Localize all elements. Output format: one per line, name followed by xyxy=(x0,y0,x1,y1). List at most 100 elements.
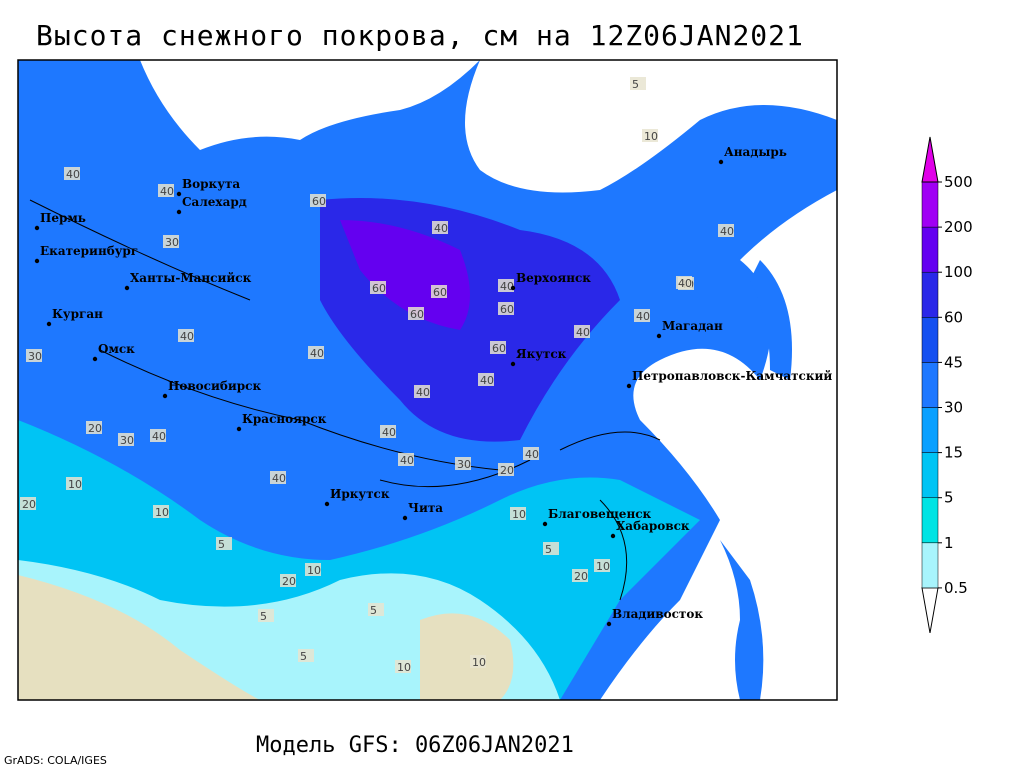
city-label: Петропавловск-Камчатский xyxy=(632,369,832,383)
contour-label-box xyxy=(308,346,324,359)
border-line xyxy=(29,199,661,601)
contour-label: 40 xyxy=(500,280,514,293)
city-dot xyxy=(236,426,242,432)
city-label: Хабаровск xyxy=(616,519,690,533)
legend-label: 30 xyxy=(944,399,963,417)
contour-label: 60 xyxy=(500,303,514,316)
contour-label: 20 xyxy=(500,464,514,477)
contour-labels: 30 40 40 30 60 40 60 60 60 40 60 40 40 40 60 40 40 40 40 40… xyxy=(20,77,734,674)
model-subtitle: Модель GFS: 06Z06JAN2021 xyxy=(256,733,574,758)
kamchatka xyxy=(750,260,792,380)
legend-swatch xyxy=(921,317,939,363)
city-label: Чита xyxy=(408,501,443,515)
contour-label: 10 xyxy=(155,506,169,519)
legend-label: 5 xyxy=(944,489,954,507)
city-dot xyxy=(656,333,662,339)
contour-label: 40 xyxy=(720,225,734,238)
contour-label-box xyxy=(432,221,448,234)
city-label: Екатеринбург xyxy=(40,244,138,258)
contour-label-box xyxy=(280,574,296,587)
city-dot xyxy=(510,361,516,367)
contour-label-box xyxy=(478,373,494,386)
city-dot xyxy=(34,258,40,264)
contour-label-box xyxy=(398,453,414,466)
contour-label-box xyxy=(258,609,274,622)
map xyxy=(17,59,838,701)
city-dot xyxy=(542,521,548,527)
bare-land xyxy=(420,613,514,700)
contour-label-box xyxy=(380,425,396,438)
contour-label: 40 xyxy=(480,374,494,387)
city-label: Ханты-Мансийск xyxy=(130,271,252,285)
contour-label-box xyxy=(718,224,734,237)
contour-label-box xyxy=(178,329,194,342)
city-label: Пермь xyxy=(40,211,86,225)
contour-label: 60 xyxy=(312,195,326,208)
contour-label-box xyxy=(523,447,539,460)
map-frame xyxy=(17,59,838,701)
contour-label-box xyxy=(368,603,384,616)
contour-label: 10 xyxy=(644,130,658,143)
city-dot xyxy=(124,285,130,291)
contour-label: 40 xyxy=(434,222,448,235)
city-dot xyxy=(610,533,616,539)
contour-label-box xyxy=(498,302,514,315)
legend-swatch xyxy=(921,362,939,408)
contour-label: 60 xyxy=(372,282,386,295)
contour-label: 40 xyxy=(576,326,590,339)
legend-label: 100 xyxy=(944,263,973,281)
legend-label: 0.5 xyxy=(944,579,968,597)
city-dot xyxy=(606,621,612,627)
legend-label: 45 xyxy=(944,353,963,371)
legend-swatch xyxy=(921,407,939,453)
contour-label-box xyxy=(498,279,514,292)
contour-label: 5 xyxy=(300,650,307,663)
contour-label-box xyxy=(20,497,36,510)
contour-label: 20 xyxy=(22,498,36,511)
city-label: Воркута xyxy=(182,177,240,191)
bare-land xyxy=(18,575,260,700)
city-dot xyxy=(718,159,724,165)
contour-label: 20 xyxy=(574,570,588,583)
contour-label: 10 xyxy=(397,661,411,674)
contour-label: 40 xyxy=(416,386,430,399)
contour-label-box xyxy=(543,542,559,555)
contour-label-box xyxy=(594,559,610,572)
ocean xyxy=(465,60,837,193)
contour-label: 40 xyxy=(636,310,650,323)
city-label: Иркутск xyxy=(330,487,390,501)
contour-label: 40 xyxy=(160,185,174,198)
city-dot xyxy=(92,356,98,362)
contour-label: 60 xyxy=(410,308,424,321)
contour-label: 40 xyxy=(152,430,166,443)
ocean xyxy=(140,60,480,150)
city-label: Владивосток xyxy=(612,607,703,621)
contour-label: 40 xyxy=(180,330,194,343)
city-label: Новосибирск xyxy=(168,379,261,393)
city-label: Якутск xyxy=(516,347,567,361)
contour-label-box xyxy=(498,463,514,476)
contour-label-box xyxy=(408,307,424,320)
contour-label-box xyxy=(470,655,486,668)
contour-label: 40 xyxy=(400,454,414,467)
contour-label: 40 xyxy=(272,472,286,485)
contour-label-box xyxy=(395,660,411,673)
contour-label: 40 xyxy=(66,168,80,181)
legend-swatch xyxy=(921,271,939,318)
contour-label-box xyxy=(66,477,82,490)
contour-label: 40 xyxy=(310,347,324,360)
city-dot xyxy=(324,501,330,507)
contour-label: 10 xyxy=(307,564,321,577)
contour-label-box xyxy=(26,349,42,362)
legend-swatch xyxy=(921,542,939,589)
legend-label: 15 xyxy=(944,444,963,462)
contour-label: 30 xyxy=(28,350,42,363)
contour-label: 5 xyxy=(545,543,552,556)
legend-above xyxy=(921,136,939,183)
contour-label-box xyxy=(86,421,102,434)
city-label: Курган xyxy=(52,307,103,321)
island xyxy=(720,540,764,700)
contour-label: 5 xyxy=(218,538,225,551)
contour-label-box xyxy=(572,569,588,582)
